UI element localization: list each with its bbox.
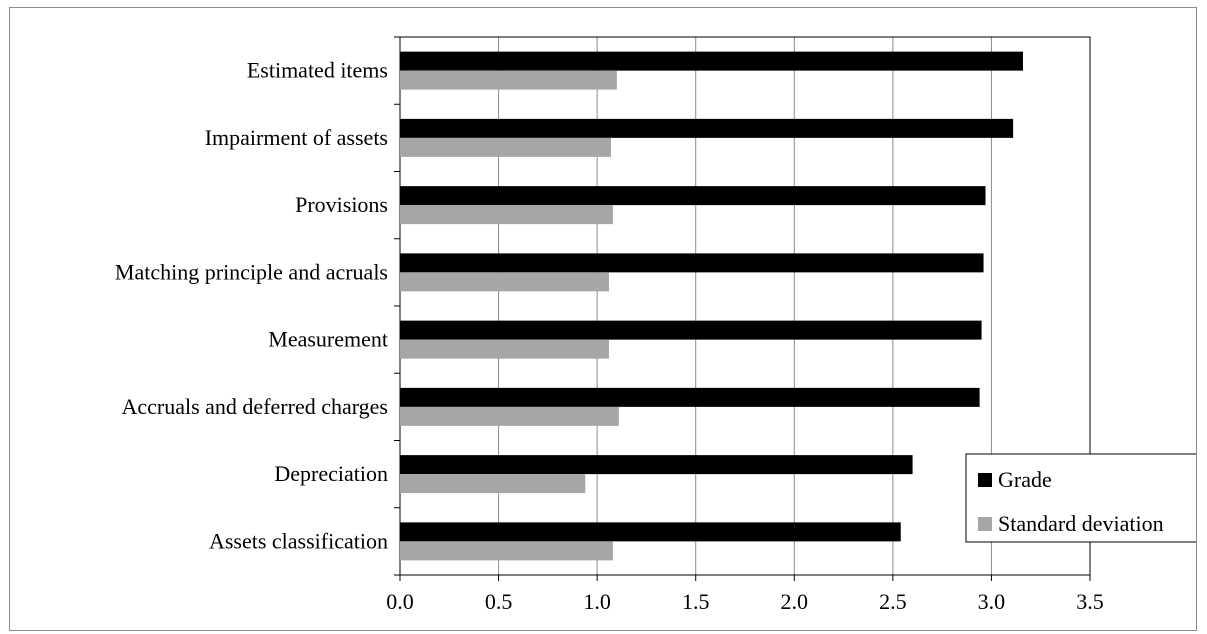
legend-swatch: [978, 473, 992, 487]
std-dev-bar: [400, 541, 613, 561]
category-label: Measurement: [268, 327, 388, 352]
std-dev-bar: [400, 406, 619, 426]
gridlines: [498, 37, 992, 575]
std-dev-bar: [400, 339, 609, 359]
grade-bar: [400, 522, 901, 542]
x-tick-label: 3.0: [978, 589, 1006, 614]
category-label: Accruals and deferred charges: [121, 394, 388, 419]
grade-bar: [400, 51, 1023, 71]
std-dev-bar: [400, 70, 617, 90]
category-label: Assets classification: [209, 528, 388, 553]
std-dev-bar: [400, 137, 611, 157]
std-dev-bar: [400, 205, 613, 225]
legend-label: Grade: [998, 467, 1052, 492]
x-tick-label: 0.0: [386, 589, 414, 614]
category-label: Impairment of assets: [205, 125, 388, 150]
x-tick-label: 3.5: [1076, 589, 1104, 614]
category-label: Estimated items: [247, 58, 388, 83]
x-tick-label: 0.5: [485, 589, 513, 614]
chart-frame: 0.0 0.5 1.0 1.5 2.0 2.5 3.0 3.5 Estimated items I…: [9, 7, 1197, 631]
grade-bar: [400, 118, 1014, 138]
grade-bar: [400, 320, 982, 340]
labels: 0.0 0.5 1.0 1.5 2.0 2.5 3.0 3.5 Estimated items I…: [115, 58, 1104, 614]
bars: [400, 51, 1023, 561]
legend: Grade Standard deviation: [965, 453, 1196, 543]
axes: [394, 36, 1091, 581]
grade-bar: [400, 186, 986, 206]
x-tick-label: 1.0: [583, 589, 611, 614]
x-tick-label: 1.5: [682, 589, 710, 614]
legend-label: Standard deviation: [998, 511, 1164, 536]
x-tick-label: 2.5: [879, 589, 907, 614]
std-dev-bar: [400, 272, 609, 292]
category-label: Depreciation: [274, 461, 388, 486]
x-tick-label: 2.0: [781, 589, 809, 614]
std-dev-bar: [400, 474, 586, 494]
category-label: Provisions: [295, 192, 388, 217]
grade-bar: [400, 253, 984, 273]
grade-bar: [400, 455, 913, 475]
category-label: Matching principle and acruals: [115, 259, 388, 284]
grade-bar: [400, 387, 980, 407]
legend-swatch: [978, 517, 992, 531]
bar-chart: 0.0 0.5 1.0 1.5 2.0 2.5 3.0 3.5 Estimated items I…: [115, 36, 1196, 614]
legend-box: [965, 453, 1196, 543]
